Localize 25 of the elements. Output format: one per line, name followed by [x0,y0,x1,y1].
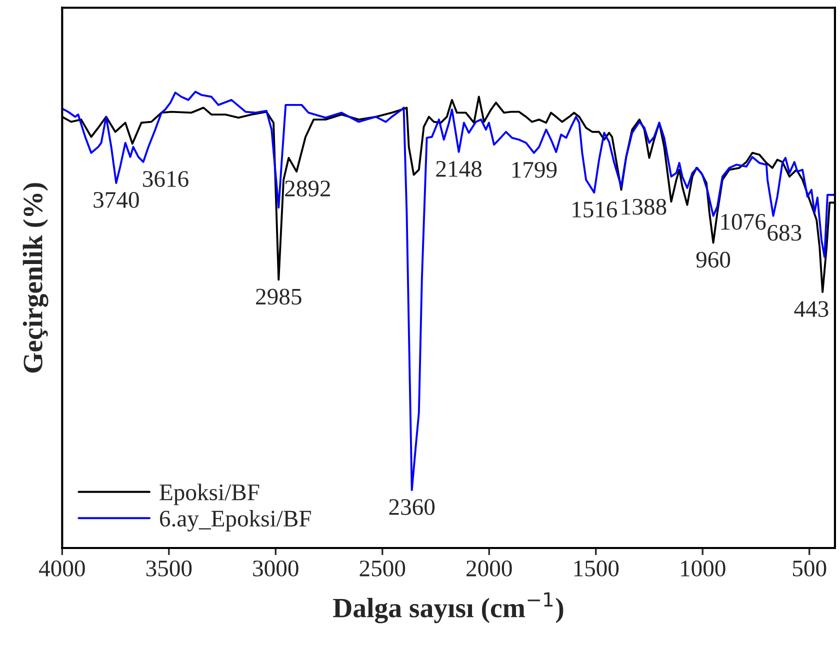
legend-label: 6.ay_Epoksi/BF [160,510,311,532]
x-tick-label: 3500 [146,560,192,576]
x-tick-label: 2000 [466,560,512,576]
annotation: 683 [768,224,802,241]
x-tick-label: 2500 [360,560,406,576]
x-tick-label: 3000 [253,560,298,576]
annotation: 2148 [436,160,482,177]
x-tick-label: 4000 [39,560,85,576]
x-tick-label: 1500 [574,560,619,576]
annotation: 443 [794,301,828,317]
annotation: 2985 [256,288,302,305]
x-axis-title: Dalga sayısı (cm$^{−1}$) [333,592,564,624]
legend-label: Epoksi/BF [160,484,260,506]
x-tick-label: 500 [793,560,826,576]
x-tick-label: 1000 [681,560,726,576]
annotation: 3740 [94,192,139,208]
annotation: 1076 [721,214,766,230]
annotation: 2360 [389,499,435,516]
annotation: 1799 [512,162,557,178]
y-axis-title: Geçirgenlik (%) [22,183,48,373]
annotation: 960 [696,252,730,268]
annotation: 2892 [285,180,330,197]
annotation: 3616 [143,171,188,187]
annotation: 1516 [572,202,618,218]
annotation: 1388 [622,198,666,215]
